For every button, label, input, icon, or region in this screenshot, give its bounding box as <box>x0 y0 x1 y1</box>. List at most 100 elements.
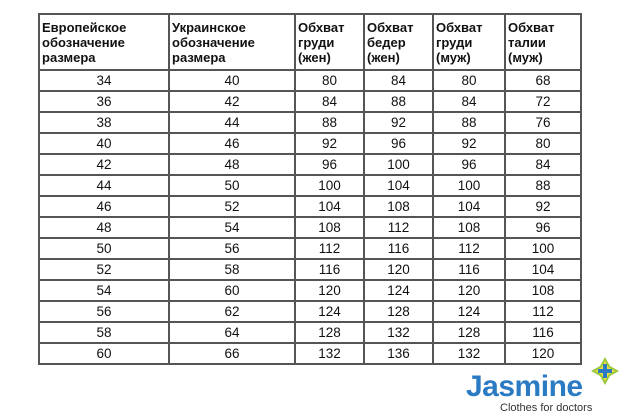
table-cell: 66 <box>168 342 296 365</box>
table-cell: 92 <box>363 111 434 134</box>
table-cell: 100 <box>294 174 365 197</box>
table-cell: 96 <box>294 153 365 176</box>
table-cell: 108 <box>294 216 365 239</box>
header-ua-size: Украинское обозначение размера <box>168 13 296 71</box>
table-cell: 40 <box>168 69 296 92</box>
table-body: 34 40 80 84 80 68 36 42 84 88 84 72 38 44 88 92 88 76 40 46… <box>38 69 582 365</box>
table-row: 42 48 96 100 96 84 <box>38 153 582 176</box>
table-cell: 46 <box>168 132 296 155</box>
table-cell: 84 <box>432 90 506 113</box>
flower-cross-icon <box>591 357 619 385</box>
table-cell: 104 <box>432 195 506 218</box>
table-cell: 54 <box>168 216 296 239</box>
table-cell: 128 <box>432 321 506 344</box>
table-cell: 76 <box>504 111 582 134</box>
table-row: 40 46 92 96 92 80 <box>38 132 582 155</box>
table-cell: 100 <box>432 174 506 197</box>
table-cell: 54 <box>38 279 170 302</box>
header-chest-men: Обхват груди (муж) <box>432 13 506 71</box>
table-cell: 116 <box>504 321 582 344</box>
table-cell: 48 <box>168 153 296 176</box>
table-cell: 48 <box>38 216 170 239</box>
table-cell: 62 <box>168 300 296 323</box>
table-cell: 124 <box>363 279 434 302</box>
table-cell: 92 <box>432 132 506 155</box>
table-cell: 42 <box>38 153 170 176</box>
table-cell: 52 <box>168 195 296 218</box>
table-cell: 132 <box>294 342 365 365</box>
table-cell: 104 <box>363 174 434 197</box>
table-cell: 124 <box>294 300 365 323</box>
table-cell: 80 <box>432 69 506 92</box>
table-cell: 116 <box>294 258 365 281</box>
table-cell: 88 <box>363 90 434 113</box>
logo-tagline: Clothes for doctors <box>500 402 593 414</box>
table-cell: 84 <box>294 90 365 113</box>
table-cell: 56 <box>38 300 170 323</box>
table-cell: 58 <box>168 258 296 281</box>
header-waist-men: Обхват талии (муж) <box>504 13 582 71</box>
table-cell: 96 <box>504 216 582 239</box>
header-hips-women: Обхват бедер (жен) <box>363 13 434 71</box>
table-cell: 132 <box>363 321 434 344</box>
table-cell: 60 <box>38 342 170 365</box>
table-cell: 72 <box>504 90 582 113</box>
table-cell: 104 <box>294 195 365 218</box>
table-cell: 108 <box>363 195 434 218</box>
table-cell: 120 <box>294 279 365 302</box>
table-row: 44 50 100 104 100 88 <box>38 174 582 197</box>
table-cell: 96 <box>363 132 434 155</box>
table-cell: 84 <box>363 69 434 92</box>
table-cell: 44 <box>38 174 170 197</box>
table-row: 34 40 80 84 80 68 <box>38 69 582 92</box>
table-cell: 112 <box>363 216 434 239</box>
table-cell: 68 <box>504 69 582 92</box>
table-cell: 58 <box>38 321 170 344</box>
table-row: 60 66 132 136 132 120 <box>38 342 582 365</box>
table-cell: 64 <box>168 321 296 344</box>
header-row: Европейское обозначение размера Украинск… <box>38 13 582 71</box>
table-row: 56 62 124 128 124 112 <box>38 300 582 323</box>
table-row: 54 60 120 124 120 108 <box>38 279 582 302</box>
table-cell: 108 <box>504 279 582 302</box>
table-cell: 120 <box>504 342 582 365</box>
table-row: 52 58 116 120 116 104 <box>38 258 582 281</box>
table-cell: 116 <box>432 258 506 281</box>
table-cell: 88 <box>294 111 365 134</box>
table-cell: 88 <box>432 111 506 134</box>
table-cell: 80 <box>504 132 582 155</box>
header-chest-women: Обхват груди (жен) <box>294 13 365 71</box>
table-cell: 84 <box>504 153 582 176</box>
table-cell: 120 <box>363 258 434 281</box>
header-eu-size: Европейское обозначение размера <box>38 13 170 71</box>
table-cell: 52 <box>38 258 170 281</box>
table-cell: 92 <box>294 132 365 155</box>
table-cell: 104 <box>504 258 582 281</box>
table-cell: 128 <box>363 300 434 323</box>
table-cell: 132 <box>432 342 506 365</box>
table-cell: 92 <box>504 195 582 218</box>
table-cell: 60 <box>168 279 296 302</box>
table-cell: 88 <box>504 174 582 197</box>
table-row: 48 54 108 112 108 96 <box>38 216 582 239</box>
table-cell: 120 <box>432 279 506 302</box>
table-cell: 50 <box>38 237 170 260</box>
table-row: 58 64 128 132 128 116 <box>38 321 582 344</box>
table-cell: 112 <box>504 300 582 323</box>
table-row: 46 52 104 108 104 92 <box>38 195 582 218</box>
table-row: 36 42 84 88 84 72 <box>38 90 582 113</box>
table-cell: 124 <box>432 300 506 323</box>
table-cell: 136 <box>363 342 434 365</box>
size-chart-table: Европейское обозначение размера Украинск… <box>38 13 582 365</box>
table-cell: 36 <box>38 90 170 113</box>
table-cell: 50 <box>168 174 296 197</box>
table-row: 50 56 112 116 112 100 <box>38 237 582 260</box>
table-cell: 80 <box>294 69 365 92</box>
table-cell: 42 <box>168 90 296 113</box>
table-cell: 46 <box>38 195 170 218</box>
table-cell: 34 <box>38 69 170 92</box>
table-cell: 116 <box>363 237 434 260</box>
table-cell: 44 <box>168 111 296 134</box>
table-cell: 96 <box>432 153 506 176</box>
table-cell: 38 <box>38 111 170 134</box>
